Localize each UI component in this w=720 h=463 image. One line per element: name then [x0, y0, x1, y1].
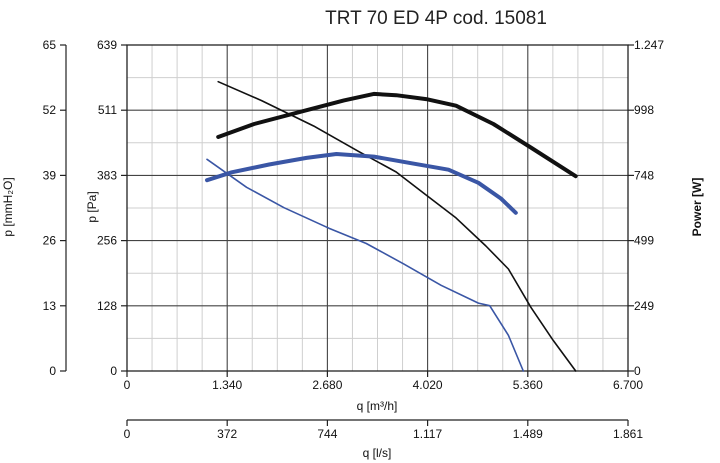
x-tick-label: 2.680	[312, 378, 342, 392]
y-tick-label: 256	[97, 234, 117, 248]
blue-pressure-curve	[206, 158, 525, 372]
y2-tick-label: 52	[43, 103, 57, 117]
x2-tick-label: 372	[217, 427, 237, 441]
y2-tick-label: 0	[49, 364, 56, 378]
y2-axis-label: p [mmH₂O]	[1, 177, 15, 236]
plot-border	[126, 44, 629, 372]
x-axis-label: q [m³/h]	[357, 399, 398, 413]
chart-title: TRT 70 ED 4P cod. 15081	[325, 8, 547, 29]
y3-tick-label: 499	[634, 234, 654, 248]
x-tick-label: 6.700	[613, 378, 643, 392]
x2-tick-label: 0	[124, 427, 131, 441]
y3-tick-label: 1.247	[634, 38, 664, 52]
y3-tick-label: 998	[634, 103, 654, 117]
x-tick-label: 4.020	[413, 378, 443, 392]
y3-tick-label: 0	[634, 364, 641, 378]
plot-frame	[126, 44, 629, 372]
x2-tick-label: 1.117	[413, 427, 442, 441]
y3-axis-label: Power [W]	[690, 178, 704, 237]
axes: 0 13 26 39 52 65 0 128 256 383 511 639 0 249 499 748 998…	[43, 38, 665, 441]
y-tick-label: 511	[98, 103, 117, 117]
y3-tick-label: 748	[634, 168, 654, 182]
x-tick-label: 5.360	[513, 378, 543, 392]
x2-tick-label: 1.489	[513, 427, 543, 441]
y2-tick-label: 65	[43, 38, 57, 52]
series-group	[205, 80, 578, 372]
x2-tick-label: 744	[317, 427, 337, 441]
blue-power-curve	[205, 152, 518, 215]
x2-axis-label: q [l/s]	[363, 446, 392, 460]
black-pressure-curve	[217, 80, 577, 372]
y3-tick-label: 249	[634, 299, 654, 313]
grid	[127, 45, 628, 371]
y2-tick-label: 39	[43, 168, 57, 182]
y-tick-label: 128	[97, 299, 117, 313]
x2-tick-label: 1.861	[613, 427, 643, 441]
y-tick-label: 639	[97, 38, 117, 52]
y2-tick-label: 26	[43, 234, 57, 248]
y-tick-label: 0	[110, 364, 117, 378]
black-power-curve	[216, 91, 578, 179]
x-tick-label: 0	[124, 378, 131, 392]
y-tick-label: 383	[97, 168, 117, 182]
y-axis-label: p [Pa]	[85, 191, 99, 222]
y2-tick-label: 13	[43, 299, 57, 313]
x-tick-label: 1.340	[212, 378, 242, 392]
